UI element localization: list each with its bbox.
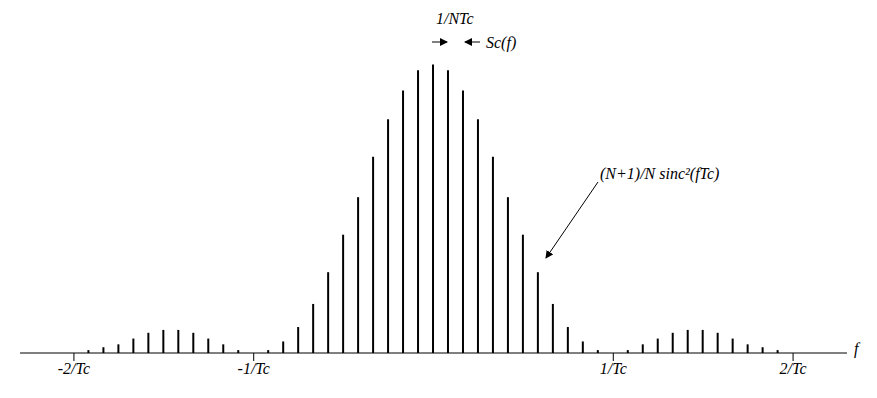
svg-text:2/Tc: 2/Tc — [780, 360, 807, 377]
svg-text:-1/Tc: -1/Tc — [238, 360, 270, 377]
html-text:1/NTc: 1/NTc — [436, 10, 474, 27]
html-text:f: f — [854, 340, 859, 357]
svg-text:-2/Tc: -2/Tc — [58, 360, 90, 377]
html-text:(N+1)/N sinc²(fTc): (N+1)/N sinc²(fTc) — [600, 165, 720, 182]
svg-text:1/Tc: 1/Tc — [600, 360, 627, 377]
html-text:Sc(f): Sc(f) — [486, 34, 517, 51]
